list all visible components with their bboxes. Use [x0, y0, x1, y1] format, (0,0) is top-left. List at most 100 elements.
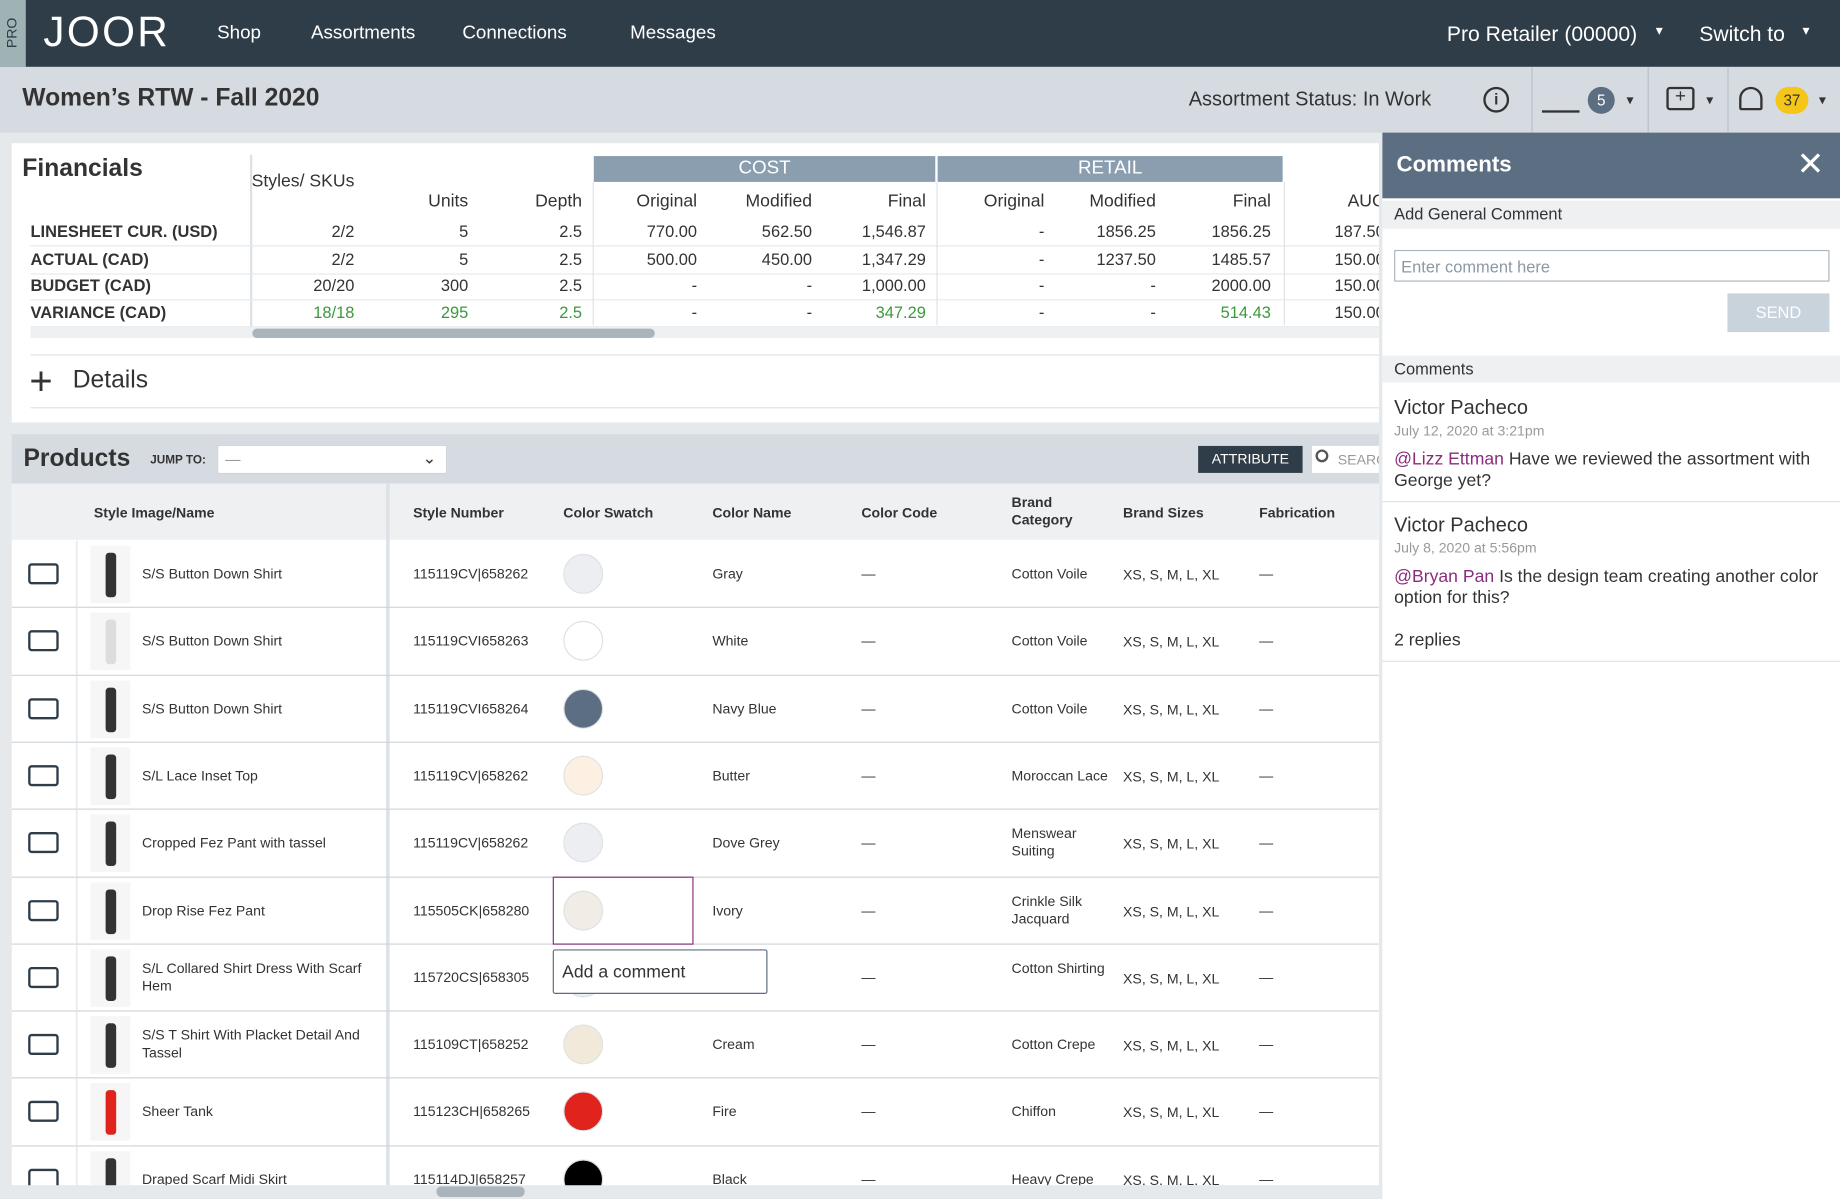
edit-icon[interactable]	[28, 563, 59, 585]
frozen-divider	[386, 483, 390, 1186]
column-header[interactable]: Fabrication	[1259, 504, 1336, 522]
edit-icon[interactable]	[28, 899, 59, 921]
style-name[interactable]: Cropped Fez Pant with tassel	[141, 834, 326, 852]
edit-icon[interactable]	[28, 966, 59, 988]
details-line	[30, 407, 1379, 409]
nav-link[interactable]: Connections	[462, 23, 567, 44]
comments-header	[1382, 132, 1840, 199]
cell: -	[806, 275, 813, 295]
edit-icon[interactable]	[28, 697, 59, 719]
column-header[interactable]: Color Name	[712, 504, 792, 522]
style-name[interactable]: S/L Lace Inset Top	[141, 767, 258, 784]
cell: -	[1150, 275, 1156, 295]
details-toggle[interactable]: Details	[72, 366, 149, 394]
section-bar	[1382, 355, 1840, 383]
column-header[interactable]: Style Image/Name	[93, 504, 215, 522]
details-plus[interactable]: +	[29, 359, 53, 404]
edit-icon[interactable]	[28, 764, 59, 787]
column-header: Original	[636, 191, 698, 212]
edit-icon[interactable]	[28, 1101, 59, 1123]
brand-category: Chiffon	[1011, 1103, 1056, 1120]
style-name[interactable]: Drop Rise Fez Pant	[141, 901, 265, 919]
column-header[interactable]: Brand Category	[1011, 494, 1073, 529]
h-scroll-thumb[interactable]	[252, 328, 655, 338]
mention[interactable]: @Bryan Pan	[1394, 566, 1495, 587]
edit-icon[interactable]	[28, 630, 59, 652]
column-header: Modified	[745, 191, 813, 212]
close-button[interactable]: ✕	[1796, 145, 1825, 182]
selected-cell[interactable]	[552, 876, 694, 945]
nav-link[interactable]: Shop	[217, 23, 261, 44]
nav-link[interactable]: Messages	[630, 23, 716, 44]
caret: ▾	[1818, 91, 1827, 108]
brand-sizes: XS, S, M, L, XL	[1123, 768, 1220, 785]
style-number: 115505CK|658280	[413, 901, 530, 919]
cell-divider	[76, 877, 78, 945]
cell: 18/18	[313, 302, 355, 322]
cell: 514.43	[1220, 302, 1271, 322]
brand-sizes: XS, S, M, L, XL	[1123, 1037, 1220, 1054]
style-name[interactable]: Draped Scarf Midi Skirt	[141, 1170, 287, 1186]
cell: 770.00	[646, 221, 698, 241]
comment-divider	[1382, 660, 1840, 662]
comment-body: @Lizz Ettman Have we reviewed the assort…	[1394, 449, 1831, 491]
comment-divider	[1382, 501, 1840, 503]
fabrication: —	[1259, 1036, 1274, 1053]
cell: -	[806, 302, 813, 322]
style-name[interactable]: S/S Button Down Shirt	[141, 632, 283, 650]
column-header[interactable]: Color Swatch	[563, 504, 654, 522]
row-line	[30, 326, 1379, 328]
nav-link[interactable]: Assortments	[310, 23, 416, 44]
bell-icon[interactable]	[1739, 86, 1763, 111]
style-name[interactable]: S/S T Shirt With Placket Detail And Tass…	[141, 1026, 360, 1061]
column-header[interactable]: Brand Sizes	[1123, 504, 1204, 522]
switch-menu[interactable]: Switch to	[1699, 22, 1785, 46]
search-box[interactable]: SEARCH	[1311, 445, 1379, 473]
account-menu[interactable]: Pro Retailer (00000)	[1446, 22, 1638, 46]
logo[interactable]: JOOR	[43, 7, 171, 56]
color-swatch	[563, 688, 604, 729]
product-image	[90, 881, 131, 940]
edit-icon[interactable]	[28, 1033, 59, 1056]
color-code: —	[861, 565, 876, 583]
column-header: Units	[428, 191, 469, 212]
send-button[interactable]: SEND	[1727, 293, 1830, 333]
edit-icon[interactable]	[28, 832, 59, 854]
style-name[interactable]: S/S Button Down Shirt	[141, 700, 283, 717]
replies-link[interactable]: 2 replies	[1394, 630, 1461, 651]
info-icon[interactable]: i	[1483, 86, 1510, 113]
edit-icon[interactable]	[28, 1168, 59, 1186]
nav-bar	[0, 0, 1840, 67]
add-comment-icon[interactable]: +	[1666, 86, 1695, 111]
comment-input[interactable]: Enter comment here	[1394, 249, 1830, 282]
cell: 2/2	[331, 249, 355, 269]
cell: -	[1038, 249, 1045, 269]
comment-popup[interactable]: Add a comment	[552, 949, 768, 994]
cell-divider	[76, 608, 78, 676]
mention[interactable]: @Lizz Ettman	[1394, 449, 1504, 470]
comment-date: July 12, 2020 at 3:21pm	[1394, 422, 1545, 439]
color-name: Ivory	[712, 901, 743, 919]
brand-sizes: XS, S, M, L, XL	[1123, 1104, 1220, 1122]
divider	[1727, 66, 1729, 133]
attribute-button[interactable]: ATTRIBUTE	[1198, 445, 1303, 473]
caret: ⌄	[422, 448, 437, 468]
color-swatch	[563, 890, 604, 930]
brand-sizes: XS, S, M, L, XL	[1123, 970, 1220, 987]
column-header[interactable]: Style Number	[413, 504, 504, 522]
brand-category: Moroccan Lace	[1011, 767, 1108, 784]
products-title: Products	[23, 444, 131, 472]
jump-select[interactable]: —	[217, 444, 448, 475]
column-header[interactable]: Color Code	[861, 504, 938, 522]
h-scroll-thumb[interactable]	[436, 1186, 525, 1197]
cell: 347.29	[875, 302, 926, 322]
style-name[interactable]: Sheer Tank	[141, 1103, 213, 1120]
team-icon[interactable]	[1541, 87, 1580, 113]
cell-divider	[76, 809, 78, 878]
style-name[interactable]: S/L Collared Shirt Dress With Scarf Hem	[141, 959, 362, 994]
comment-author: Victor Pacheco	[1394, 513, 1528, 537]
color-name: Cream	[712, 1036, 755, 1053]
row-line	[11, 876, 1379, 878]
garment	[105, 687, 117, 732]
style-name[interactable]: S/S Button Down Shirt	[141, 565, 283, 583]
